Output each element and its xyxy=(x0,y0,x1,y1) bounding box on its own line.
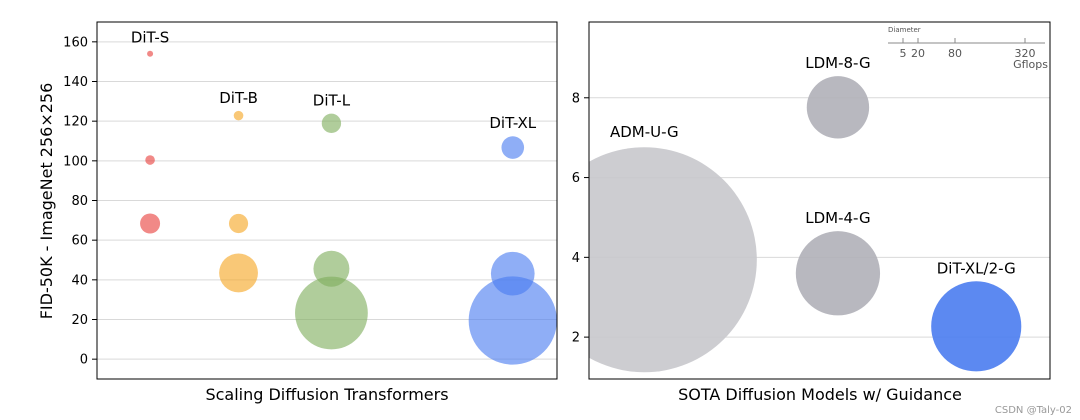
size-legend: Diameter 5 20 80 320 Gflops xyxy=(888,26,1048,71)
right-y-tick-label: 2 xyxy=(572,331,580,346)
watermark: CSDN @Taly-02 xyxy=(994,405,1072,416)
left-bubble-dit-s-1 xyxy=(145,155,155,165)
left-y-tick-label: 20 xyxy=(71,313,88,328)
left-y-tick-label: 140 xyxy=(63,75,88,90)
right-x-axis-title: SOTA Diffusion Models w/ Guidance xyxy=(678,385,962,404)
right-y-tick-label: 4 xyxy=(572,251,580,266)
left-bubble-dit-l-1 xyxy=(313,250,350,287)
right-bubbles xyxy=(589,76,1022,373)
left-bubble-dit-s-2 xyxy=(140,213,161,234)
right-y-axis-ticks: 2 4 6 8 xyxy=(572,91,589,346)
left-bubbles xyxy=(140,50,557,365)
left-label-dit-xl: DiT-XL xyxy=(489,114,536,132)
left-bubble-dit-l-0 xyxy=(321,113,342,134)
right-series-labels: ADM-U-G LDM-8-G LDM-4-G DiT-XL/2-G xyxy=(610,54,1016,277)
right-plot-frame xyxy=(588,21,1051,380)
right-label-ldm-8-g: LDM-8-G xyxy=(805,54,870,72)
left-bubble-dit-xl-2 xyxy=(468,276,557,365)
left-label-dit-b: DiT-B xyxy=(219,89,258,107)
right-bubble-ldm-8-g-0 xyxy=(806,76,870,139)
left-bubble-dit-s-0 xyxy=(147,50,154,57)
left-bubble-dit-xl-0 xyxy=(501,136,525,159)
legend-ticks: 5 20 80 320 xyxy=(900,38,1036,60)
left-bubble-dit-b-2 xyxy=(219,253,258,293)
left-y-axis-title: FID-50K - ImageNet 256×256 xyxy=(37,83,56,320)
right-chart-panel: ADM-U-G LDM-8-G LDM-4-G DiT-XL/2-G 2 4 6 8 SOT… xyxy=(572,21,1051,404)
right-y-tick-label: 8 xyxy=(572,91,580,106)
legend-unit: Gflops xyxy=(1013,58,1048,71)
legend-tick-label: 320 xyxy=(1015,47,1036,60)
left-gridlines xyxy=(97,41,557,360)
left-y-tick-label: 80 xyxy=(71,194,88,209)
right-y-tick-label: 6 xyxy=(572,171,580,186)
right-label-dit-xl-2-g: DiT-XL/2-G xyxy=(937,259,1016,277)
right-bubble-dit-xl-2-g-0 xyxy=(931,281,1022,372)
left-bubble-dit-b-1 xyxy=(228,213,249,234)
left-bubble-dit-b-0 xyxy=(233,110,244,121)
legend-title: Diameter xyxy=(888,26,921,34)
right-label-adm-u-g: ADM-U-G xyxy=(610,123,679,141)
left-y-axis-ticks: 0 20 40 60 80 100 120 140 160 xyxy=(63,35,97,368)
right-bubble-adm-u-g-0 xyxy=(589,147,757,373)
left-bubble-dit-xl-1 xyxy=(490,251,535,296)
left-y-tick-label: 120 xyxy=(63,115,88,130)
legend-tick-label: 5 xyxy=(900,47,907,60)
left-y-tick-label: 100 xyxy=(63,154,88,169)
left-y-tick-label: 0 xyxy=(80,353,88,368)
left-chart-panel: DiT-S DiT-B DiT-L DiT-XL 0 20 40 60 80 100 120 140… xyxy=(37,21,558,404)
left-bubble-dit-l-2 xyxy=(295,276,368,350)
right-label-ldm-4-g: LDM-4-G xyxy=(805,209,870,227)
left-label-dit-l: DiT-L xyxy=(313,92,351,110)
left-y-tick-label: 160 xyxy=(63,35,88,50)
left-series-labels: DiT-S DiT-B DiT-L DiT-XL xyxy=(131,29,537,133)
legend-tick-label: 20 xyxy=(911,47,925,60)
left-y-tick-label: 40 xyxy=(71,273,88,288)
left-y-tick-label: 60 xyxy=(71,234,88,249)
legend-tick-label: 80 xyxy=(948,47,962,60)
left-label-dit-s: DiT-S xyxy=(131,29,169,47)
left-x-axis-title: Scaling Diffusion Transformers xyxy=(205,385,448,404)
right-bubble-ldm-4-g-0 xyxy=(795,231,881,316)
